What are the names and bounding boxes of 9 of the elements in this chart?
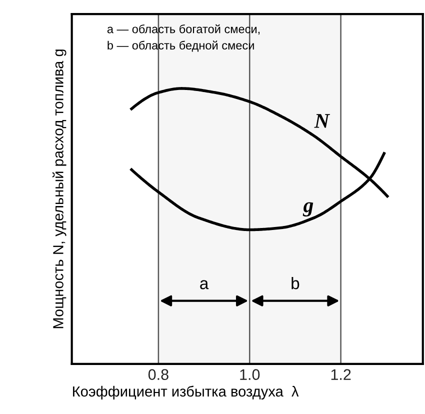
band-label: a [200, 280, 209, 290]
series-label: g [302, 202, 314, 217]
series-label: N [314, 114, 330, 128]
x-axis-title: Коэффициент избытка воздуха λ [73, 386, 299, 400]
x-tick-label: 0.8 [148, 369, 168, 380]
x-tick-label: 1.0 [240, 369, 260, 380]
y-axis-title: Мощность N, удельный расход топлива g [52, 50, 66, 328]
x-tick-label: 1.2 [331, 369, 351, 380]
band-label: b [292, 277, 300, 290]
